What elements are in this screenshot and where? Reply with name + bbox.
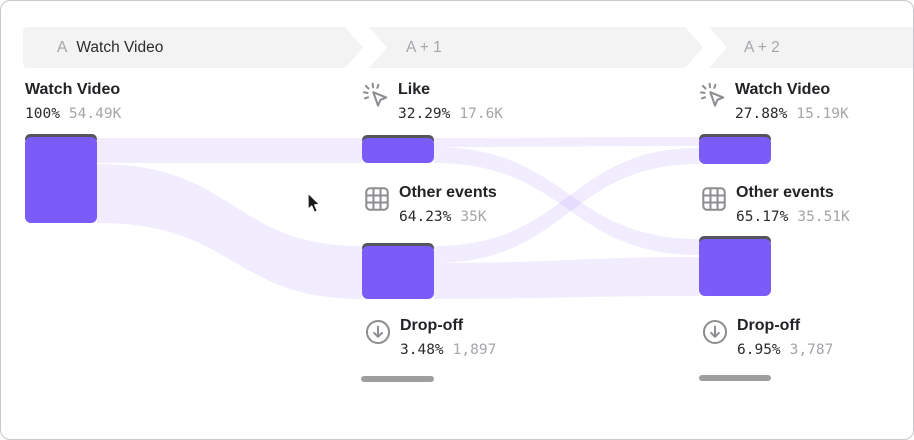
node-count: 54.49K — [68, 106, 122, 122]
label-watch-video-a[interactable]: Watch Video 100% 54.49K — [25, 80, 121, 123]
step-band-a2[interactable] — [709, 27, 913, 68]
flow-watchvideo-to-like[interactable] — [97, 138, 362, 163]
label-dropoff-a2[interactable]: Drop-off 6.95% 3,787 — [700, 316, 833, 359]
flow-watchvideo-to-otherevents[interactable] — [97, 164, 362, 299]
node-like-a1[interactable] — [362, 135, 434, 163]
node-percent: 100% — [25, 106, 60, 122]
node-title: Other events — [399, 184, 497, 201]
node-count: 3,787 — [789, 342, 834, 358]
step-band-a[interactable] — [23, 27, 363, 68]
flow-otherevents-to-watchvideo[interactable] — [434, 148, 699, 263]
node-percent: 32.29% — [398, 106, 451, 122]
label-other-events-a2[interactable]: Other events 65.17% 35.51K — [699, 183, 850, 226]
node-percent: 3.48% — [400, 342, 444, 358]
node-count: 1,897 — [452, 342, 497, 358]
step-name: A + 1 — [406, 39, 442, 56]
label-like-a1[interactable]: Like 32.29% 17.6K — [361, 80, 503, 123]
grid-icon — [365, 187, 389, 211]
circle-arrow-down-icon — [702, 319, 728, 345]
node-percent: 6.95% — [737, 342, 781, 358]
label-watch-video-a2[interactable]: Watch Video 27.88% 15.19K — [698, 80, 849, 123]
node-title: Like — [398, 81, 431, 98]
grid-icon — [702, 187, 726, 211]
node-watch-video-a2[interactable] — [699, 134, 771, 164]
node-watch-video-a[interactable] — [25, 134, 97, 223]
flow-like-to-otherevents[interactable] — [434, 147, 699, 255]
node-title: Watch Video — [735, 81, 831, 98]
node-percent: 64.23% — [399, 209, 452, 225]
label-dropoff-a1[interactable]: Drop-off 3.48% 1,897 — [363, 316, 496, 359]
flow-otherevents-to-otherevents[interactable] — [434, 257, 699, 299]
step-event-name: Watch Video — [76, 39, 164, 56]
click-icon — [699, 82, 725, 107]
flow-like-to-watchvideo[interactable] — [434, 137, 699, 147]
node-other-events-a2[interactable] — [699, 236, 771, 296]
node-title: Other events — [736, 184, 834, 201]
node-title: Watch Video — [25, 81, 121, 98]
node-count: 35K — [460, 209, 487, 225]
label-other-events-a1[interactable]: Other events 64.23% 35K — [362, 183, 497, 226]
step-band-a1[interactable] — [369, 27, 703, 68]
step-prefix: A — [57, 39, 68, 56]
step-name: A + 2 — [744, 39, 780, 56]
node-title: Drop-off — [737, 317, 801, 334]
node-other-events-a1[interactable] — [362, 243, 434, 299]
step-label-a1[interactable]: A + 1 — [406, 39, 442, 57]
node-count: 17.6K — [459, 106, 504, 122]
node-percent: 65.17% — [736, 209, 789, 225]
node-count: 15.19K — [796, 106, 849, 122]
circle-arrow-down-icon — [365, 319, 391, 345]
node-title: Drop-off — [400, 317, 464, 334]
mouse-cursor-icon — [307, 192, 321, 213]
node-percent: 27.88% — [735, 106, 788, 122]
click-icon — [362, 82, 388, 107]
step-label-a[interactable]: A Watch Video — [57, 39, 163, 57]
step-label-a2[interactable]: A + 2 — [744, 39, 780, 57]
dropoff-bar-a1[interactable] — [361, 376, 434, 382]
dropoff-bar-a2[interactable] — [699, 375, 771, 381]
node-count: 35.51K — [797, 209, 850, 225]
